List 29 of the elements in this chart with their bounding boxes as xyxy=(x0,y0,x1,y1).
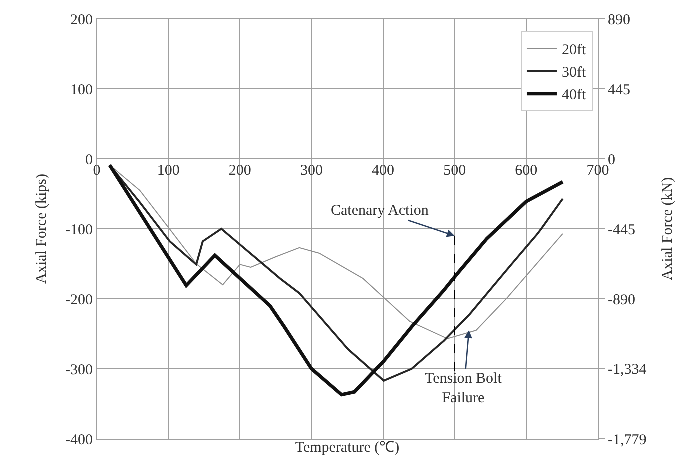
annotation: Tension Bolt Failure xyxy=(425,371,503,406)
y-tick-label: -200 xyxy=(66,292,93,308)
legend-label: 40ft xyxy=(562,88,587,104)
y2-tick-label: -1,334 xyxy=(608,362,648,378)
y-tick-label: -300 xyxy=(66,362,93,378)
y2-tick-label: 445 xyxy=(608,82,630,98)
x-axis-title: Temperature (℃) xyxy=(295,440,400,456)
y2-tick-label: 890 xyxy=(608,12,630,28)
y-axis-title: Axial Force (kips) xyxy=(34,174,50,284)
x-tick-label: 700 xyxy=(586,163,610,179)
x-tick-label: 100 xyxy=(157,163,180,179)
y-tick-label: -100 xyxy=(66,222,93,238)
annotation: Catenary Action xyxy=(331,203,430,219)
y2-tick-label: -445 xyxy=(608,222,636,238)
y-tick-label: 100 xyxy=(70,82,93,98)
legend-label: 20ft xyxy=(562,42,587,59)
y2-tick-label: 0 xyxy=(608,152,616,168)
y2-axis-title: Axial Force (kN) xyxy=(660,177,676,281)
y-tick-label: 0 xyxy=(86,152,93,168)
x-tick-label: 600 xyxy=(515,163,538,179)
y2-tick-label: -1,779 xyxy=(608,432,647,448)
x-tick-label: 500 xyxy=(444,163,466,179)
y-tick-label: -400 xyxy=(66,432,93,448)
x-tick-label: 200 xyxy=(228,163,252,179)
y2-tick-label: -890 xyxy=(608,292,636,308)
x-tick-label: 400 xyxy=(372,163,395,179)
x-tick-label: 300 xyxy=(300,163,323,179)
y-tick-label: 200 xyxy=(70,12,93,28)
legend-label: 30ft xyxy=(562,65,587,82)
